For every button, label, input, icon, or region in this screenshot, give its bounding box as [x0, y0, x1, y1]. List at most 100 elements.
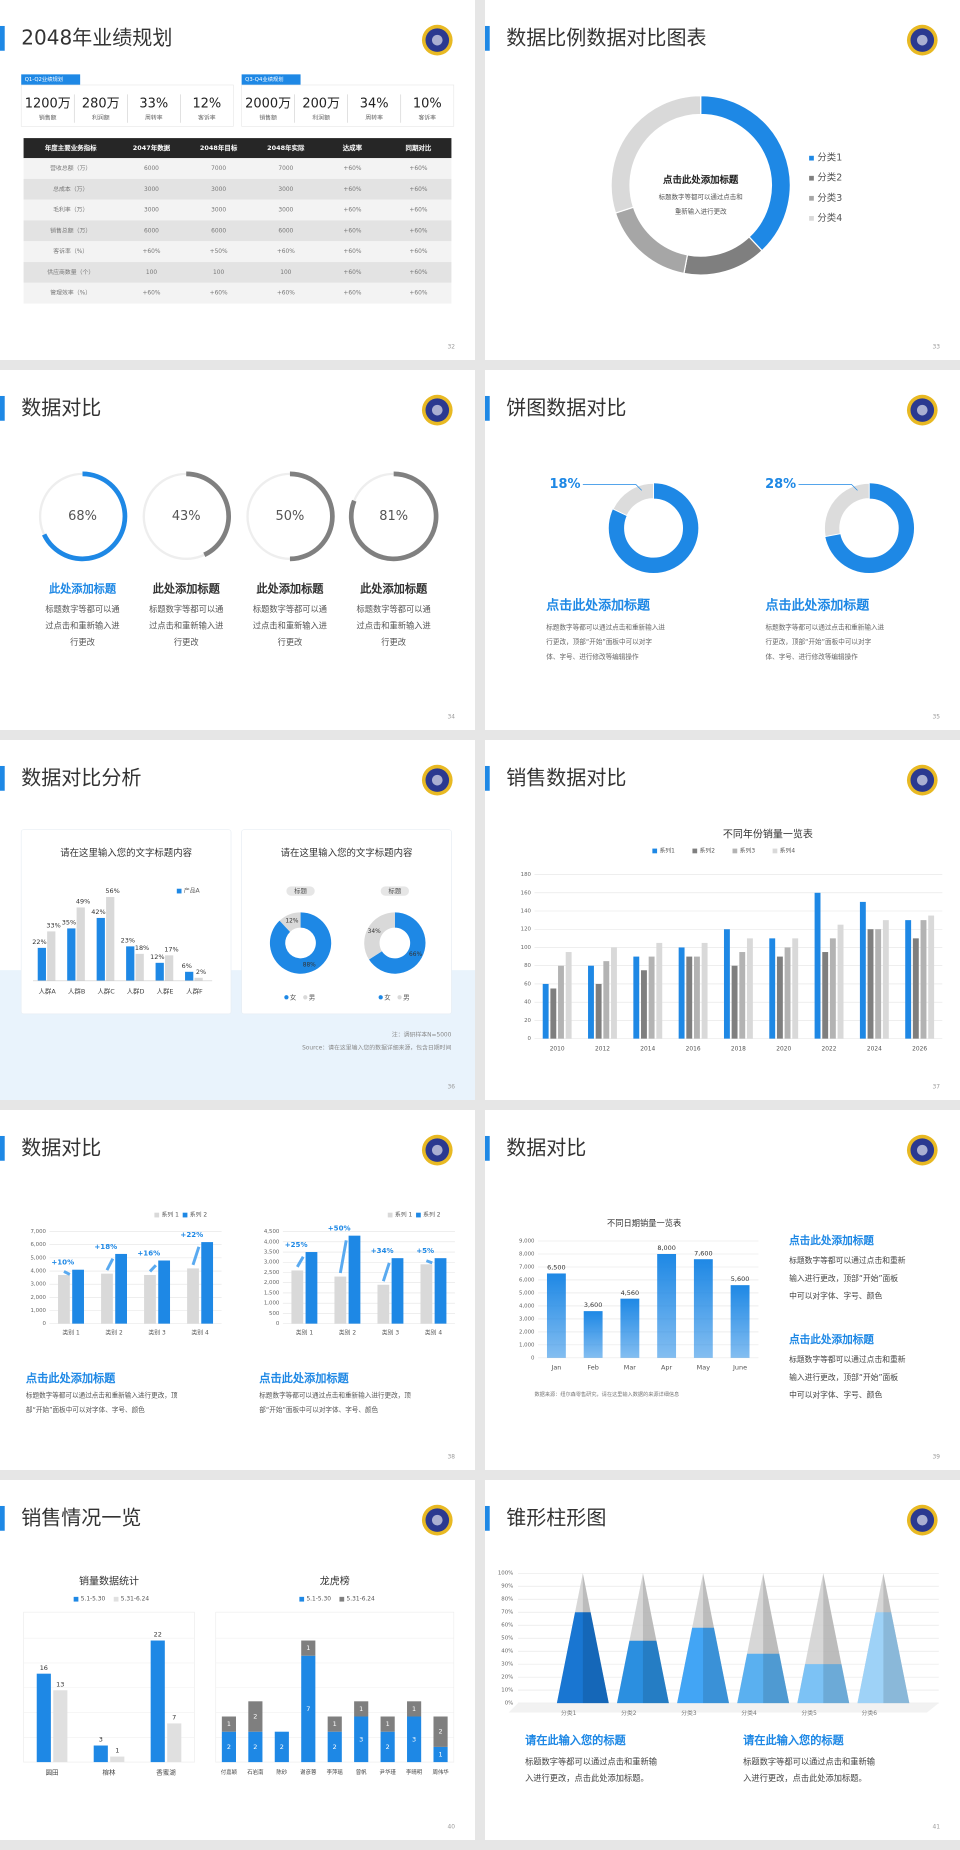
bar [784, 947, 791, 1039]
bar [641, 970, 647, 1039]
donut-segment [364, 912, 395, 960]
bar [165, 955, 174, 981]
bar [106, 896, 115, 981]
trend-arrow [63, 1270, 71, 1276]
y-tick-label: 9,000 [519, 1239, 535, 1245]
table-cell: +60% [409, 166, 427, 172]
data-label: 35% [62, 919, 76, 927]
y-tick-label: 100 [521, 945, 532, 951]
data-label: 56% [105, 887, 119, 895]
table-cell: +60% [409, 208, 427, 214]
page-number: 33 [932, 345, 940, 351]
y-tick-label: 3,000 [264, 1260, 280, 1266]
block-text: 输入进行更改，顶部“开始”面板 [789, 1273, 898, 1283]
data-label: 2 [333, 1743, 337, 1751]
y-tick-label: 70% [501, 1610, 513, 1616]
kpi-label: 客诉率 [198, 114, 216, 122]
trend-arrow [296, 1256, 305, 1268]
bar [875, 929, 882, 1039]
table-cell: +60% [343, 249, 361, 255]
legend-swatch [113, 1596, 119, 1602]
x-tick-label: 付嘉颖 [221, 1768, 238, 1776]
bar [155, 962, 164, 981]
kpi-label: 客诉率 [418, 114, 436, 122]
kpi-label: 周转率 [145, 114, 163, 122]
y-tick-label: 8,000 [519, 1251, 535, 1257]
bar [135, 953, 144, 981]
bar [158, 1260, 171, 1324]
item-title: 此处添加标题 [360, 582, 428, 596]
x-tick-label: Apr [661, 1363, 673, 1371]
data-label: 17% [164, 945, 178, 953]
block-text: 入进行更改，点击此处添加标题。 [525, 1773, 649, 1783]
kpi-value: 10% [413, 96, 442, 111]
item-title: 点击此处添加标题 [766, 598, 870, 614]
block-text: 标题数字等都可以通过点击和重新 [789, 1354, 906, 1364]
legend-label: 分类3 [817, 192, 842, 204]
y-tick-label: 4,000 [519, 1303, 535, 1309]
ring-label: 81% [379, 509, 408, 524]
bar [542, 983, 549, 1039]
x-tick-label: 类别 3 [382, 1329, 400, 1337]
data-label: 2 [227, 1743, 231, 1751]
table-header: 2048年实际 [267, 143, 305, 152]
ring-label: 50% [276, 509, 305, 524]
data-label: 2 [386, 1743, 390, 1751]
tag-bg [286, 886, 315, 896]
bar [822, 952, 829, 1039]
data-label: 1 [115, 1747, 119, 1755]
annotation: +18% [94, 1242, 117, 1251]
table-cell: +60% [277, 291, 295, 297]
legend-swatch [339, 1596, 345, 1602]
legend-label: 5.31-6.24 [121, 1597, 150, 1603]
table-cell: 7000 [278, 166, 293, 172]
table-cell: +60% [409, 187, 427, 193]
kpi-value: 2000万 [245, 96, 291, 111]
y-tick-label: 80 [524, 963, 531, 969]
title-accent [0, 1505, 5, 1531]
y-tick-label: 0 [531, 1355, 535, 1361]
bar [36, 1673, 51, 1763]
bar [558, 965, 564, 1039]
logo-mark [431, 1514, 443, 1526]
bar [657, 1254, 677, 1358]
y-tick-label: 2,000 [264, 1280, 280, 1286]
table-cell: +60% [343, 166, 361, 172]
table-cell: 营收总额（万） [50, 164, 91, 172]
legend-swatch [299, 1596, 305, 1602]
cone-fill [677, 1627, 729, 1704]
x-tick-label: May [697, 1363, 711, 1371]
y-tick-label: 60% [501, 1623, 513, 1629]
data-label: 8,000 [657, 1244, 676, 1252]
bar [565, 952, 572, 1039]
item-text: 行更改 [278, 637, 303, 647]
legend-dot [397, 995, 402, 1000]
table-cell: 7000 [211, 166, 226, 172]
bar [187, 1268, 199, 1324]
y-tick-label: 120 [521, 927, 532, 933]
kpi-value: 1200万 [25, 96, 71, 111]
bar [928, 915, 935, 1039]
table-header: 同期对比 [405, 143, 431, 152]
y-tick-label: 6,000 [30, 1242, 46, 1248]
bar-segment [327, 1716, 342, 1732]
trend-arrow [191, 1246, 201, 1266]
slide: 系列 1 系列 2 0 1,000 2,000 3,000 4,000 5,000 6,000 7… [0, 1110, 475, 1470]
x-tick-label: 人群F [186, 986, 203, 995]
legend-swatch [416, 1212, 421, 1218]
donut-segment [269, 912, 332, 974]
x-tick-label: 分类3 [681, 1709, 697, 1717]
title-accent [485, 1505, 490, 1531]
x-tick-label: 2026 [912, 1047, 927, 1053]
source: 数据来源：纽尔森零售研究，请在这里输入数据的来源详细信息 [535, 1390, 680, 1398]
slide: 不同日期销量一览表 0 1,000 2,000 3,000 4,000 5,000 6,000… [485, 1110, 960, 1470]
legend-swatch [73, 1596, 79, 1602]
bar-segment [354, 1701, 369, 1717]
table-row-bg [23, 262, 452, 283]
data-label: 7 [306, 1705, 310, 1713]
table-cell: 100 [146, 270, 157, 276]
bar [686, 956, 693, 1039]
y-tick-label: 30% [501, 1662, 513, 1668]
page-number: 39 [932, 1455, 940, 1461]
slide-title: 饼图数据对比 [506, 395, 626, 419]
